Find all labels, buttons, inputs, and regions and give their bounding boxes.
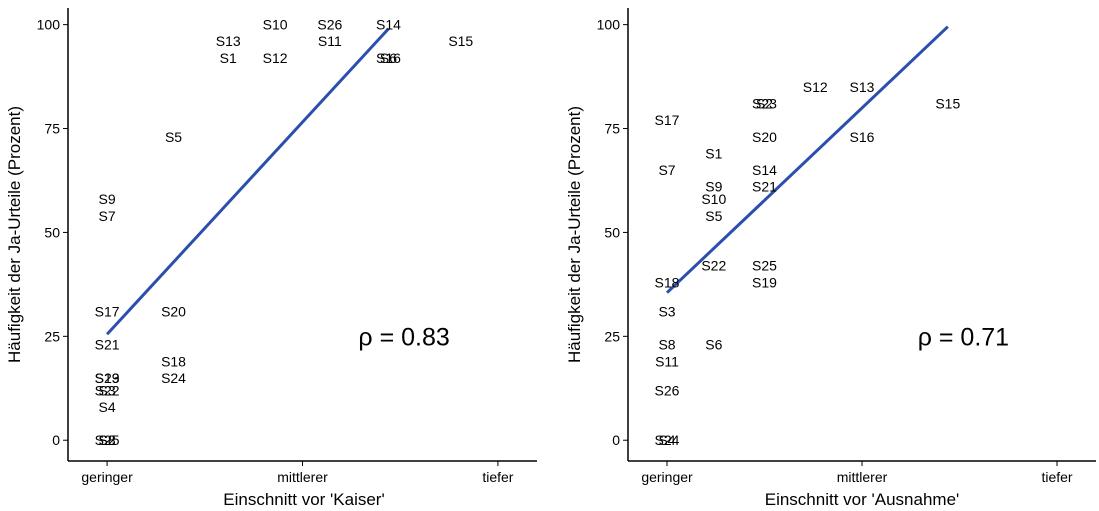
x-axis-title: Einschnitt vor 'Ausnahme' — [765, 490, 960, 509]
point-label-s26: S26 — [655, 382, 680, 398]
y-tick-label: 75 — [44, 121, 60, 137]
regression-line — [665, 25, 949, 294]
regression-line — [105, 27, 390, 336]
chart-panel-2: 0 25 50 75 100 geringer mittlerer tiefer Einschn… — [565, 8, 1096, 509]
point-label-s15: S15 — [935, 96, 960, 112]
y-tick-label: 50 — [44, 224, 60, 240]
point-label-s23: S23 — [752, 96, 777, 112]
x-tick-label: mittlerer — [837, 469, 888, 485]
chart-panel-1: 0 25 50 75 100 geringer mittlerer tiefer Einschn… — [5, 8, 537, 509]
point-label-s20: S20 — [752, 129, 777, 145]
x-tick-label: mittlerer — [277, 469, 328, 485]
point-label-s3: S3 — [99, 382, 116, 398]
y-tick-label: 0 — [52, 432, 60, 448]
point-label-s21: S21 — [95, 337, 120, 353]
point-label-s16: S16 — [850, 129, 875, 145]
point-label-s11: S11 — [655, 353, 679, 369]
point-label-s20: S20 — [161, 303, 186, 319]
point-label-s26: S26 — [317, 17, 342, 33]
point-label-s22: S22 — [701, 258, 726, 274]
point-label-s11: S11 — [318, 33, 342, 49]
point-label-s25: S25 — [752, 258, 777, 274]
x-tick-label: tiefer — [1041, 469, 1072, 485]
point-label-s2: S2 — [756, 96, 773, 112]
x-axis-title: Einschnitt vor 'Kaiser' — [223, 490, 384, 509]
x-tick-label: geringer — [641, 469, 693, 485]
y-tick-label: 25 — [604, 328, 620, 344]
point-label-s8: S8 — [99, 432, 116, 448]
point-label-s13: S13 — [216, 33, 241, 49]
point-label-s19: S19 — [95, 370, 120, 386]
point-label-s17: S17 — [655, 112, 680, 128]
point-label-s5: S5 — [705, 208, 722, 224]
y-tick-label: 100 — [37, 17, 61, 33]
point-label-s6: S6 — [705, 337, 722, 353]
point-label-s14: S14 — [752, 162, 777, 178]
point-label-s2: S2 — [99, 432, 116, 448]
point-label-s8: S8 — [658, 337, 675, 353]
y-tick-label: 0 — [612, 432, 620, 448]
y-tick-label: 75 — [604, 121, 620, 137]
y-tick-label: 50 — [604, 224, 620, 240]
point-label-s4: S4 — [99, 399, 116, 415]
point-label-s13: S13 — [850, 79, 875, 95]
point-label-s10: S10 — [263, 17, 288, 33]
point-label-s6: S6 — [380, 50, 397, 66]
point-label-s19: S19 — [752, 274, 777, 290]
point-label-s16: S16 — [376, 50, 401, 66]
point-label-s15: S15 — [448, 33, 473, 49]
y-axis-title: Häufigkeit der Ja-Urteile (Prozent) — [565, 106, 584, 363]
y-axis-title: Häufigkeit der Ja-Urteile (Prozent) — [5, 106, 24, 363]
point-label-s12: S12 — [803, 79, 828, 95]
point-label-s9: S9 — [99, 191, 116, 207]
point-label-s17: S17 — [95, 303, 120, 319]
point-label-s18: S18 — [161, 353, 186, 369]
point-label-s1: S1 — [220, 50, 237, 66]
point-label-s3: S3 — [658, 303, 675, 319]
point-label-s25: S25 — [95, 432, 120, 448]
point-label-s7: S7 — [99, 208, 116, 224]
point-label-s9: S9 — [705, 179, 722, 195]
point-label-s10: S10 — [701, 191, 726, 207]
point-label-s14: S14 — [376, 17, 401, 33]
point-label-s23: S23 — [95, 370, 120, 386]
correlation-annotation: ρ = 0.83 — [358, 323, 449, 351]
point-label-s24: S24 — [655, 432, 680, 448]
point-label-s5: S5 — [165, 129, 182, 145]
point-label-s22: S22 — [95, 382, 120, 398]
point-label-s18: S18 — [655, 274, 680, 290]
point-label-s7: S7 — [658, 162, 675, 178]
x-tick-label: tiefer — [482, 469, 513, 485]
point-label-s4: S4 — [658, 432, 675, 448]
point-label-s24: S24 — [161, 370, 186, 386]
point-label-s1: S1 — [705, 145, 722, 161]
correlation-annotation: ρ = 0.71 — [918, 323, 1009, 351]
point-label-s12: S12 — [263, 50, 288, 66]
x-tick-label: geringer — [81, 469, 133, 485]
point-label-s21: S21 — [752, 179, 777, 195]
y-tick-label: 100 — [597, 17, 621, 33]
y-tick-label: 25 — [44, 328, 60, 344]
